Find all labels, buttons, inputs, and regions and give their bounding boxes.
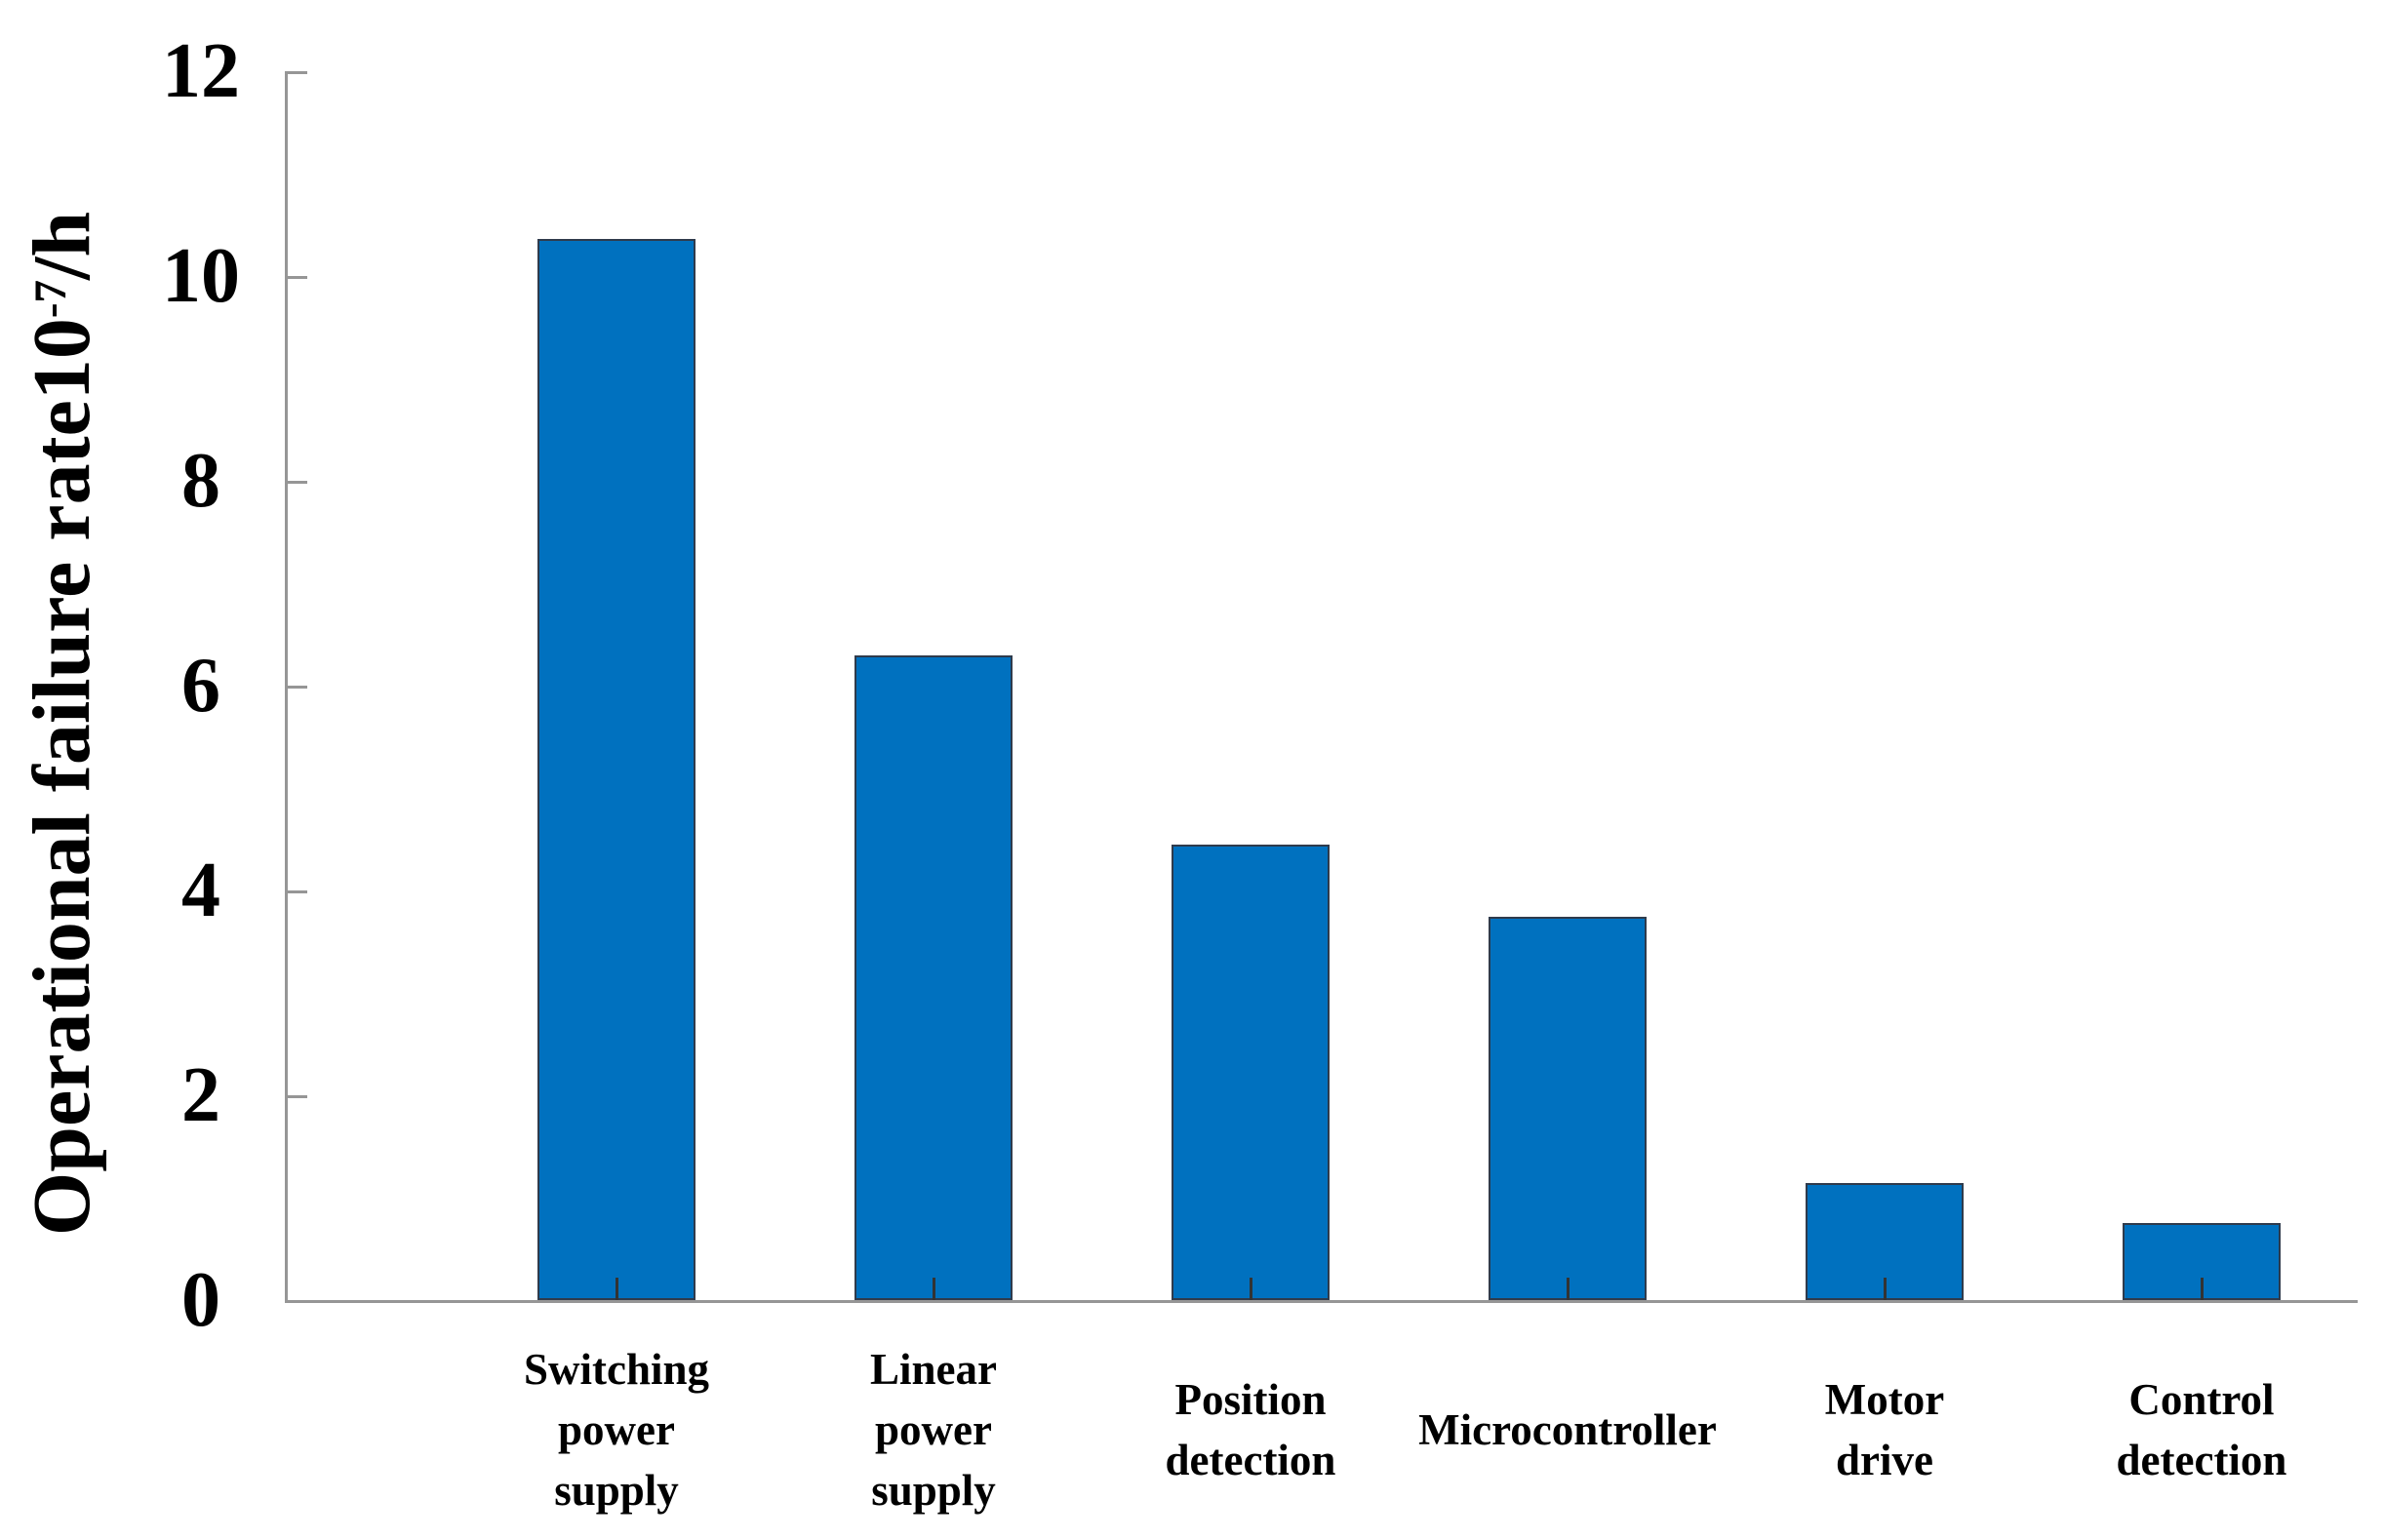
category-label-text: Linear power supply: [870, 1344, 997, 1515]
category-label-1: Switching power supply: [436, 1324, 797, 1534]
y-tick-mark: [285, 276, 307, 279]
category-label-text: Control detection: [2116, 1374, 2287, 1484]
x-tick-mark: [2200, 1278, 2204, 1300]
x-axis-line: [285, 1300, 2358, 1303]
y-tick-label: 10: [162, 233, 240, 319]
y-axis-title: Operational failure rate10-7/h: [17, 212, 107, 1236]
category-label-text: Motor drive: [1824, 1374, 1945, 1484]
y-tick-mark: [285, 71, 307, 74]
y-tick-label: 12: [162, 28, 240, 114]
category-label-3: Position detection: [1070, 1324, 1431, 1534]
bar-switching-power-supply: [537, 239, 695, 1300]
x-tick-mark: [615, 1278, 618, 1300]
y-tick-label: 6: [181, 643, 220, 729]
x-tick-mark: [932, 1278, 935, 1300]
x-tick-mark: [1249, 1278, 1252, 1300]
y-tick-mark: [285, 1300, 307, 1303]
bar-position-detection: [1172, 844, 1330, 1300]
y-tick-label: 0: [181, 1257, 220, 1343]
y-tick-label: 4: [181, 848, 220, 933]
category-label-2: Linear power supply: [753, 1324, 1114, 1534]
category-label-text: Microcontroller: [1418, 1404, 1717, 1454]
bar-microcontroller: [1489, 917, 1647, 1300]
category-label-4: Microcontroller: [1387, 1324, 1748, 1534]
category-label-5: Motor drive: [1704, 1324, 2065, 1534]
y-tick-mark: [285, 1095, 307, 1098]
category-label-text: Position detection: [1165, 1374, 1336, 1484]
y-tick-label: 2: [181, 1052, 220, 1138]
category-label-text: Switching power supply: [523, 1344, 710, 1515]
x-tick-mark: [1566, 1278, 1569, 1300]
y-tick-mark: [285, 481, 307, 484]
bar-linear-power-supply: [854, 654, 1013, 1300]
category-label-6: Control detection: [2021, 1324, 2382, 1534]
x-tick-mark: [1883, 1278, 1887, 1300]
y-axis-title-unit: /h: [17, 211, 107, 280]
y-tick-mark: [285, 890, 307, 893]
y-axis-title-superscript: -7: [24, 279, 76, 319]
y-axis-title-text: Operational failure rate10: [17, 318, 107, 1237]
y-tick-label: 8: [181, 438, 220, 524]
y-tick-mark: [285, 686, 307, 689]
